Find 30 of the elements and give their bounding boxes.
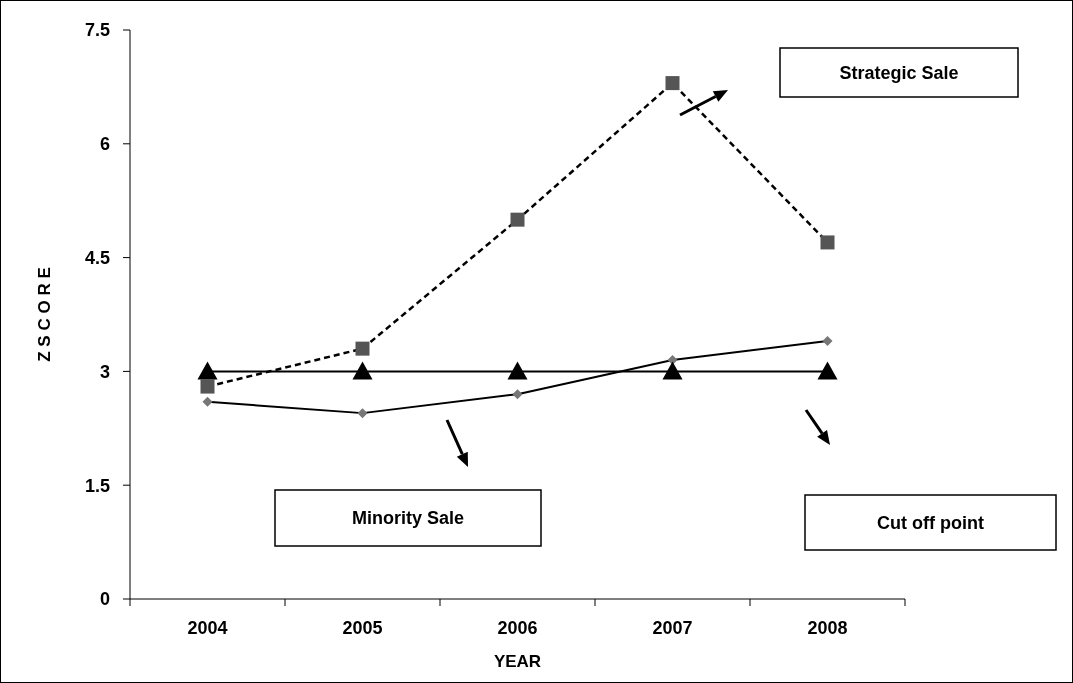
point <box>200 379 215 394</box>
y-tick-label: 3 <box>99 361 110 382</box>
text: Strategic Sale <box>839 62 959 83</box>
point <box>512 389 523 400</box>
point <box>352 361 373 380</box>
x-tick-label: 2005 <box>342 618 383 638</box>
x-tick-label: 2007 <box>652 618 693 638</box>
point <box>507 361 528 380</box>
x-tick-label: 2004 <box>187 618 228 638</box>
point <box>822 336 833 347</box>
y-tick-label: 7.5 <box>84 20 110 41</box>
y-tick-label: 0 <box>99 589 110 610</box>
text: Minority Sale <box>351 508 465 529</box>
point <box>197 361 218 380</box>
point <box>817 361 838 380</box>
x-axis-title: YEAR <box>493 652 542 671</box>
text: Cut off point <box>877 512 984 533</box>
point <box>665 76 680 91</box>
point <box>202 396 213 407</box>
y-tick-label: 6 <box>99 134 110 155</box>
x-tick-label: 2006 <box>497 618 538 638</box>
y-tick-label: 4.5 <box>84 247 110 268</box>
point <box>510 212 525 227</box>
point <box>662 361 683 380</box>
y-axis-title: Z S C O R E <box>35 267 54 362</box>
point <box>820 235 835 250</box>
point <box>355 341 370 356</box>
y-tick-label: 1.5 <box>84 475 110 496</box>
x-tick-label: 2008 <box>807 618 848 638</box>
point <box>357 408 368 419</box>
